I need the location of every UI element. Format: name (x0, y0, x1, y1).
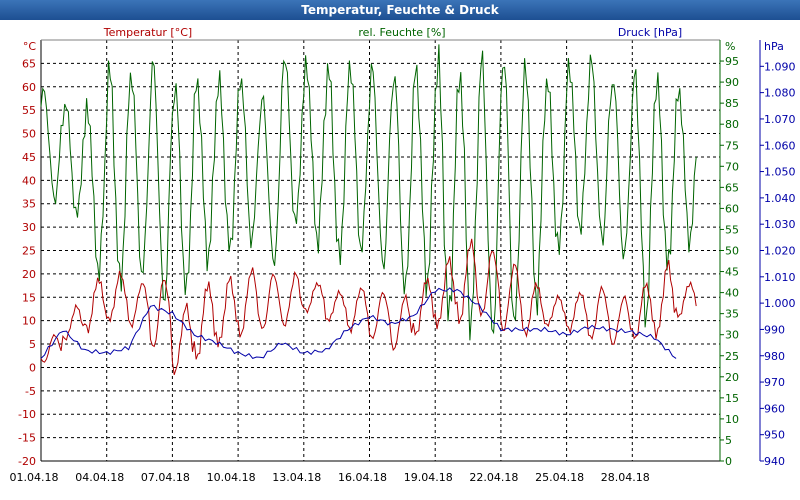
humidity-tick-label: 90 (725, 76, 739, 89)
pressure-tick-label: 1.060 (764, 139, 796, 152)
pressure-tick-label: 1.020 (764, 245, 796, 258)
temperature-tick-label: 20 (22, 268, 36, 281)
humidity-tick-label: 5 (725, 434, 732, 447)
humidity-tick-label: 25 (725, 350, 739, 363)
temperature-tick-label: 25 (22, 245, 36, 258)
temperature-tick-label: 35 (22, 198, 36, 211)
temperature-axis-label: Temperatur [°C] (103, 26, 192, 39)
pressure-tick-label: 960 (764, 402, 785, 415)
temperature-tick-label: 10 (22, 315, 36, 328)
date-tick-label: 25.04.18 (535, 471, 584, 484)
temperature-series-line (40, 238, 697, 375)
pressure-tick-label: 940 (764, 455, 785, 468)
chart-axes (40, 39, 764, 462)
pressure-tick-label: 970 (764, 376, 785, 389)
humidity-tick-label: 0 (725, 455, 732, 468)
humidity-unit: % (725, 40, 735, 53)
date-tick-label: 13.04.18 (272, 471, 321, 484)
humidity-tick-label: 15 (725, 392, 739, 405)
humidity-tick-label: 85 (725, 97, 739, 110)
pressure-tick-label: 1.090 (764, 60, 796, 73)
temperature-tick-label: 55 (22, 104, 36, 117)
humidity-tick-label: 35 (725, 308, 739, 321)
date-tick-label: 01.04.18 (10, 471, 59, 484)
humidity-tick-label: 20 (725, 371, 739, 384)
humidity-tick-label: 45 (725, 266, 739, 279)
humidity-tick-label: 55 (725, 223, 739, 236)
humidity-tick-label: 95 (725, 55, 739, 68)
pressure-tick-label: 980 (764, 350, 785, 363)
pressure-tick-label: 1.080 (764, 87, 796, 100)
chart-grid (41, 40, 720, 461)
temperature-tick-label: -10 (18, 408, 36, 421)
humidity-tick-label: 65 (725, 181, 739, 194)
pressure-axis-label: Druck [hPa] (618, 26, 682, 39)
date-tick-label: 19.04.18 (404, 471, 453, 484)
humidity-tick-label: 50 (725, 245, 739, 258)
pressure-tick-label: 950 (764, 429, 785, 442)
temperature-tick-label: 65 (22, 57, 36, 70)
pressure-series-line (40, 287, 677, 359)
pressure-unit: hPa (764, 40, 784, 53)
humidity-tick-label: 30 (725, 329, 739, 342)
pressure-tick-label: 1.010 (764, 271, 796, 284)
temperature-tick-label: 60 (22, 81, 36, 94)
humidity-tick-label: 80 (725, 118, 739, 131)
temperature-tick-label: 40 (22, 174, 36, 187)
window-title: Temperatur, Feuchte & Druck (0, 0, 800, 20)
chart-series (40, 44, 697, 375)
pressure-tick-label: 990 (764, 323, 785, 336)
date-tick-label: 22.04.18 (469, 471, 518, 484)
humidity-series-line (40, 44, 697, 341)
temperature-unit: °C (23, 40, 37, 53)
humidity-tick-label: 75 (725, 139, 739, 152)
temperature-tick-label: 45 (22, 151, 36, 164)
temperature-tick-label: -20 (18, 455, 36, 468)
date-tick-label: 04.04.18 (75, 471, 124, 484)
humidity-tick-label: 70 (725, 160, 739, 173)
humidity-tick-label: 40 (725, 287, 739, 300)
date-tick-label: 16.04.18 (338, 471, 387, 484)
humidity-tick-label: 10 (725, 413, 739, 426)
date-tick-label: 10.04.18 (207, 471, 256, 484)
temperature-tick-label: 0 (29, 361, 36, 374)
temperature-tick-label: 30 (22, 221, 36, 234)
temperature-tick-label: 50 (22, 128, 36, 141)
chart-canvas: -20 -15 -10 -5 0 5 10 15 20 25 30 35 40 45 50 55 60 65 0 5 1… (10, 26, 796, 484)
pressure-tick-label: 1.040 (764, 192, 796, 205)
temperature-tick-label: 15 (22, 291, 36, 304)
humidity-axis-label: rel. Feuchte [%] (358, 26, 445, 39)
temperature-tick-label: -5 (25, 385, 36, 398)
pressure-tick-label: 1.050 (764, 166, 796, 179)
chart-tick-labels: -20 -15 -10 -5 0 5 10 15 20 25 30 35 40 45 50 55 60 65 0 5 1… (10, 55, 796, 484)
temperature-tick-label: -15 (18, 432, 36, 445)
pressure-tick-label: 1.000 (764, 297, 796, 310)
date-tick-label: 28.04.18 (601, 471, 650, 484)
pressure-tick-label: 1.030 (764, 218, 796, 231)
humidity-tick-label: 60 (725, 202, 739, 215)
temperature-tick-label: 5 (29, 338, 36, 351)
date-tick-label: 07.04.18 (141, 471, 190, 484)
pressure-tick-label: 1.070 (764, 113, 796, 126)
